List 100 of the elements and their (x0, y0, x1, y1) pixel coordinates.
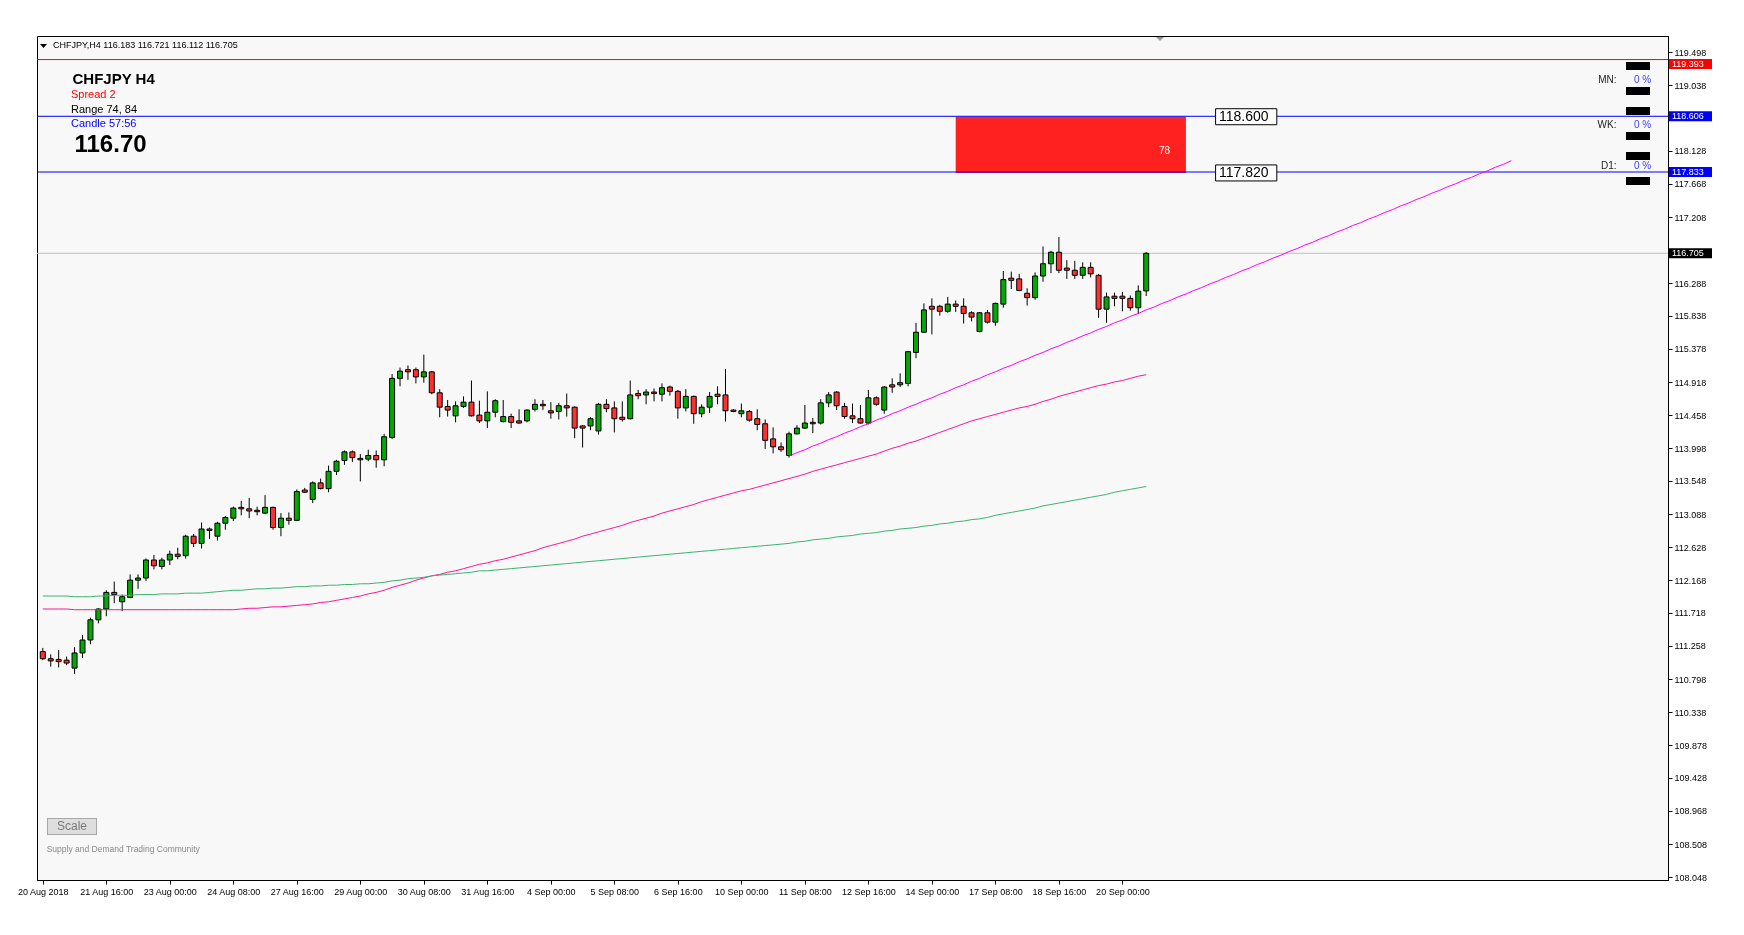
candlestick (1032, 271, 1039, 301)
x-tick-label: 4 Sep 00:00 (527, 886, 576, 897)
annotation: D1: (1600, 160, 1617, 172)
candlestick (563, 392, 570, 418)
candlestick (1040, 245, 1047, 283)
y-tick-label: 111.718 (1674, 608, 1706, 619)
y-tick-label: 108.968 (1674, 806, 1708, 817)
candlestick (897, 372, 904, 388)
annotation: Candle 57:56 (71, 116, 137, 129)
x-tick-label: 31 Aug 16:00 (461, 886, 515, 897)
candlestick (1135, 284, 1142, 315)
y-tick-label: 113.548 (1674, 476, 1707, 487)
candlestick (531, 398, 538, 413)
ref-line-label: 119.393 (1672, 59, 1704, 69)
y-tick-label: 118.128 (1674, 146, 1707, 157)
candlestick (754, 408, 761, 431)
x-tick-label: 12 Sep 16:00 (842, 886, 896, 897)
x-tick-label: 18 Sep 16:00 (1032, 886, 1087, 897)
annotation: WK: (1597, 118, 1617, 130)
annotation: 0 % (1634, 160, 1652, 172)
candlestick (1047, 250, 1054, 274)
candlestick (801, 404, 808, 430)
annotation: 117.820 (1219, 163, 1269, 180)
candlestick (420, 354, 427, 384)
annotation: MN: (1598, 73, 1617, 85)
candlestick (920, 302, 927, 334)
annotation: 78 (1158, 145, 1171, 156)
candlestick (1063, 259, 1070, 280)
candlestick (674, 389, 681, 420)
x-tick-label: 24 Aug 08:00 (207, 886, 261, 897)
y-tick-label: 114.918 (1674, 377, 1707, 388)
x-tick-label: 17 Sep 08:00 (969, 886, 1023, 897)
candlestick (135, 573, 142, 590)
y-tick-label: 119.038 (1674, 80, 1707, 91)
x-tick-label: 21 Aug 16:00 (80, 886, 134, 897)
candlestick (397, 367, 404, 387)
candlestick (778, 442, 785, 453)
x-tick-label: 27 Aug 16:00 (270, 886, 324, 897)
candlestick (492, 398, 499, 418)
y-tick-label: 109.878 (1674, 740, 1708, 751)
ref-line-label: 117.833 (1672, 166, 1704, 177)
y-tick-label: 111.258 (1674, 641, 1706, 652)
candlestick (682, 388, 689, 413)
annotation: CHFJPY H4 (72, 70, 156, 87)
y-tick-label: 117.668 (1674, 179, 1707, 190)
candlestick (150, 554, 157, 570)
candlestick (658, 382, 665, 402)
candlestick (111, 581, 118, 604)
x-tick-label: 30 Aug 08:00 (397, 886, 451, 897)
y-tick-label: 110.798 (1674, 674, 1707, 685)
x-tick-label: 14 Sep 00:00 (905, 886, 960, 897)
annotation: 118.600 (1219, 107, 1269, 124)
candlestick (1024, 287, 1031, 307)
y-tick-label: 117.208 (1674, 212, 1707, 223)
y-tick-label: 113.088 (1674, 509, 1707, 520)
y-tick-label: 119.498 (1674, 47, 1707, 58)
x-tick-label: 20 Sep 00:00 (1096, 886, 1150, 897)
annotation: Supply and Demand Trading Community (46, 844, 201, 854)
y-tick-label: 112.168 (1674, 575, 1707, 586)
chart-title: CHFJPY,H4 116.183 116.721 116.112 116.705 (53, 39, 238, 50)
candlestick (262, 494, 269, 515)
scale-button: Scale (47, 818, 97, 835)
x-tick-label: 5 Sep 08:00 (590, 886, 640, 897)
annotation: Spread 2 (71, 88, 116, 101)
x-tick-label: 10 Sep 00:00 (715, 886, 769, 897)
y-tick-label: 108.508 (1674, 839, 1708, 850)
x-tick-label: 6 Sep 16:00 (654, 886, 703, 897)
candlestick (381, 433, 388, 467)
candlestick (627, 380, 634, 420)
annotation: 0 % (1634, 118, 1652, 130)
candlestick (404, 364, 411, 381)
candlestick (817, 398, 824, 425)
ref-line-label: 116.705 (1672, 248, 1704, 259)
y-tick-label: 113.998 (1674, 443, 1707, 454)
candlestick (762, 418, 769, 450)
candlestick (516, 408, 523, 425)
annotation: Range 74, 84 (71, 102, 138, 115)
x-tick-label: 23 Aug 00:00 (143, 886, 197, 897)
candlestick (1055, 236, 1062, 274)
y-tick-label: 109.428 (1674, 773, 1708, 784)
candlestick (643, 388, 650, 405)
candlestick (246, 497, 253, 519)
candlestick (881, 385, 888, 415)
candlestick (1071, 260, 1078, 280)
candlestick (277, 512, 284, 537)
candlestick (651, 387, 658, 402)
x-tick-label: 20 Aug 2018 (18, 886, 69, 897)
x-tick-label: 29 Aug 00:00 (334, 886, 388, 897)
candlestick (770, 426, 777, 454)
line-series (42, 374, 1147, 611)
y-tick-label: 114.458 (1674, 410, 1707, 421)
y-tick-label: 110.338 (1674, 707, 1707, 718)
line-series (788, 160, 1512, 457)
y-tick-label: 116.288 (1674, 278, 1707, 289)
candlestick (928, 297, 935, 335)
candlestick (785, 431, 792, 459)
y-tick-label: 108.048 (1674, 872, 1708, 883)
y-tick-label: 115.378 (1674, 344, 1707, 355)
annotation: 116.70 (74, 129, 147, 157)
candlestick (913, 322, 920, 359)
